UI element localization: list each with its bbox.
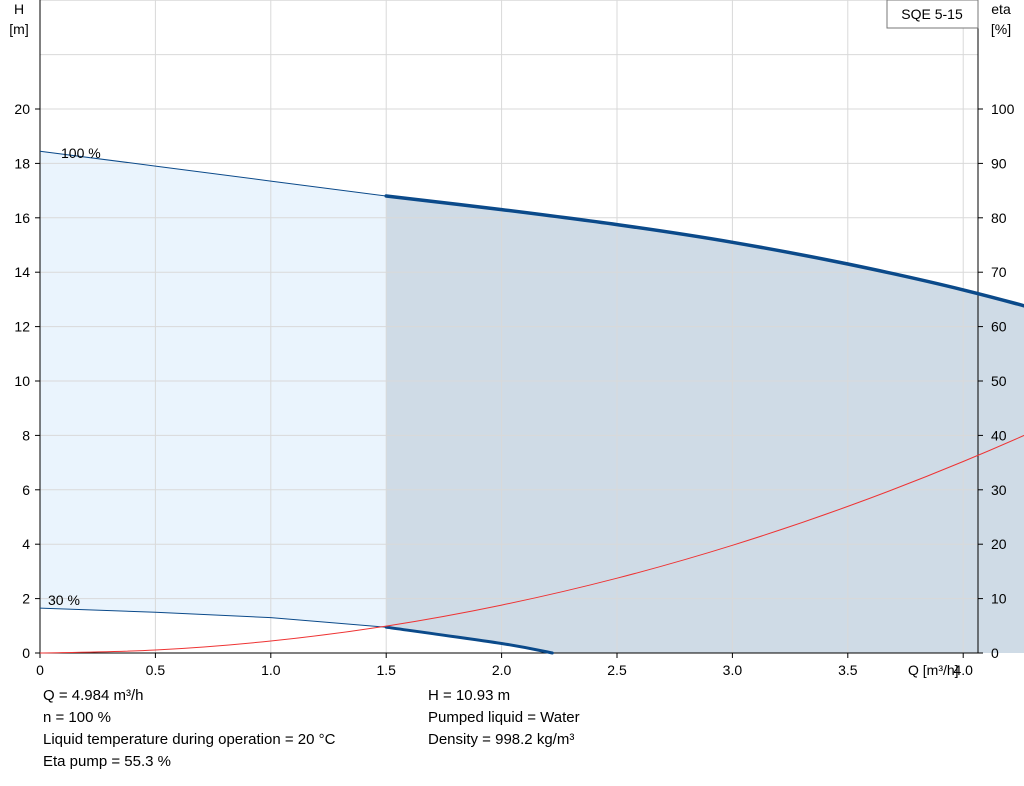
y-right-axis-label: eta (991, 1, 1011, 17)
y-left-tick-label: 2 (22, 591, 30, 607)
y-left-axis-label: H (14, 1, 24, 17)
chart-title: SQE 5-15 (901, 6, 963, 22)
system-curve (39, 434, 1024, 654)
curve-30-low-flow (39, 607, 387, 628)
curve-label-30: 30 % (48, 592, 80, 608)
y-right-tick-label: 60 (991, 319, 1007, 335)
y-left-tick-label: 16 (14, 210, 30, 226)
y-right-axis-unit: [%] (991, 21, 1011, 37)
x-axis-label: Q [m³/h] (908, 662, 959, 678)
x-tick-label: 3.0 (723, 662, 743, 678)
x-tick-label: 0 (36, 662, 44, 678)
x-tick-label: 1.5 (376, 662, 396, 678)
y-left-tick-label: 20 (14, 101, 30, 117)
y-right-tick-label: 70 (991, 264, 1007, 280)
y-left-tick-label: 6 (22, 482, 30, 498)
operating-area (386, 196, 1024, 653)
y-right-tick-label: 100 (991, 101, 1015, 117)
y-left-tick-label: 4 (22, 536, 30, 552)
low-flow-area (40, 151, 387, 628)
y-left-tick-label: 0 (22, 645, 30, 661)
y-right-tick-label: 30 (991, 482, 1007, 498)
y-right-tick-label: 10 (991, 591, 1007, 607)
x-tick-label: 2.5 (607, 662, 627, 678)
curve-100-low-flow (39, 150, 387, 197)
y-left-tick-label: 12 (14, 319, 30, 335)
title-box (886, 0, 979, 29)
y-right-tick-label: 40 (991, 427, 1007, 443)
curve-100-percent (384, 194, 1024, 308)
y-left-tick-label: 14 (14, 264, 30, 280)
x-tick-label: 0.5 (146, 662, 166, 678)
y-left-axis-unit: [m] (9, 21, 28, 37)
x-tick-label: 1.0 (261, 662, 281, 678)
y-right-tick-label: 20 (991, 536, 1007, 552)
curve-label-100: 100 % (61, 145, 101, 161)
y-right-tick-label: 80 (991, 210, 1007, 226)
x-tick-label: 3.5 (838, 662, 858, 678)
y-right-tick-label: 50 (991, 373, 1007, 389)
y-right-tick-label: 0 (991, 645, 999, 661)
curve-30-percent (384, 625, 554, 655)
x-tick-label: 2.0 (492, 662, 512, 678)
x-tick-label: 4.0 (953, 662, 973, 678)
y-left-tick-label: 10 (14, 373, 30, 389)
y-left-tick-label: 18 (14, 155, 30, 171)
y-right-tick-label: 90 (991, 155, 1007, 171)
y-left-tick-label: 8 (22, 427, 30, 443)
